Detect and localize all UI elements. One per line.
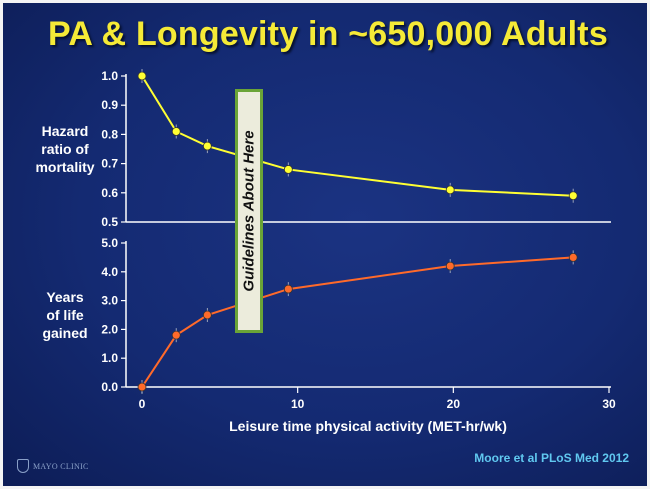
years-y-tick-label: 4.0 [101, 265, 118, 279]
hazard-data-point [568, 191, 578, 201]
x-tick-label: 10 [291, 397, 305, 411]
logo-text: MAYO CLINIC [33, 461, 89, 471]
hazard-y-tick-label: 1.0 [101, 69, 118, 83]
hazard-data-point [445, 185, 455, 195]
years-data-point [202, 310, 212, 320]
x-axis-title: Leisure time physical activity (MET-hr/w… [229, 418, 507, 434]
hazard-y-axis-title: mortality [35, 159, 94, 175]
years-y-tick-label: 3.0 [101, 294, 118, 308]
hazard-data-point [283, 165, 293, 174]
hazard-series-line [141, 75, 574, 197]
years-data-point [283, 284, 293, 294]
hazard-data-point [171, 127, 181, 136]
x-tick-label: 0 [139, 397, 146, 411]
years-y-tick-label: 0.0 [101, 380, 118, 394]
hazard-y-tick-label: 0.9 [101, 98, 118, 112]
guidelines-label: Guidelines About Here [240, 130, 258, 292]
years-y-tick-label: 2.0 [101, 322, 118, 336]
hazard-y-tick-label: 0.5 [101, 215, 118, 229]
years-data-point [171, 330, 181, 340]
citation: Moore et al PLoS Med 2012 [474, 451, 629, 465]
hazard-y-tick-label: 0.7 [101, 157, 118, 171]
years-data-point [568, 252, 578, 262]
hazard-data-point [137, 71, 147, 81]
chart: 1.0 0.9 0.8 0.7 0.6 0.5 Hazard ratio of mortalit… [35, 69, 616, 434]
years-y-tick-label: 5.0 [101, 236, 118, 250]
years-series-line [141, 256, 574, 388]
years-y-axis-title: Years [46, 289, 84, 305]
years-data-point [137, 382, 147, 392]
hazard-y-tick-label: 0.8 [101, 127, 118, 141]
years-y-axis-title: gained [42, 325, 87, 341]
x-tick-label: 20 [447, 397, 461, 411]
hazard-y-tick-label: 0.6 [101, 186, 118, 200]
guidelines-box [235, 89, 263, 333]
slide-title: PA & Longevity in ~650,000 Adults [48, 15, 608, 53]
hazard-y-axis-title: ratio of [41, 141, 89, 157]
x-tick-label: 30 [602, 397, 616, 411]
hazard-y-axis-title: Hazard [42, 123, 89, 139]
mayo-clinic-logo: MAYO CLINIC [17, 459, 89, 473]
hazard-data-point [202, 141, 212, 151]
years-y-tick-label: 1.0 [101, 351, 118, 365]
years-y-axis-title: of life [46, 307, 84, 323]
shield-icon [17, 459, 29, 473]
years-data-point [445, 261, 455, 271]
